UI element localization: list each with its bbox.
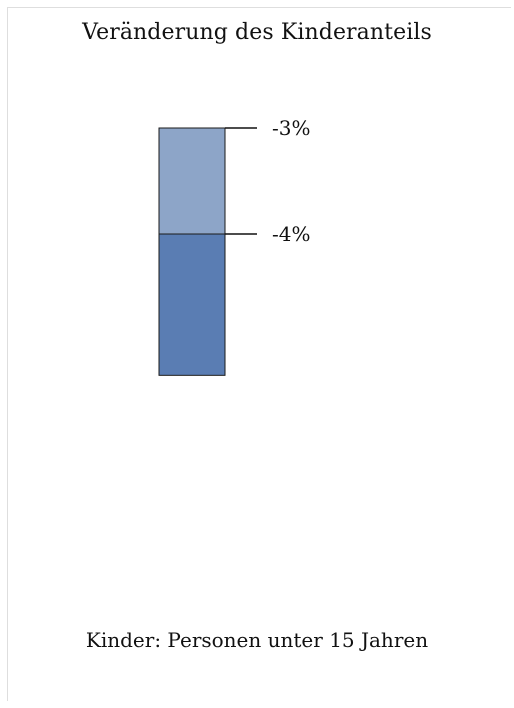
chart-title: Veränderung des Kinderanteils [82,20,432,45]
chart-note: Kinder: Personen unter 15 Jahren [85,628,429,652]
data-label-2: -3% [272,116,311,140]
data-label-3: -4% [272,222,311,246]
bar-segment-3 [158,233,226,376]
bar-segment-2 [158,127,226,235]
chart-frame [7,7,511,701]
